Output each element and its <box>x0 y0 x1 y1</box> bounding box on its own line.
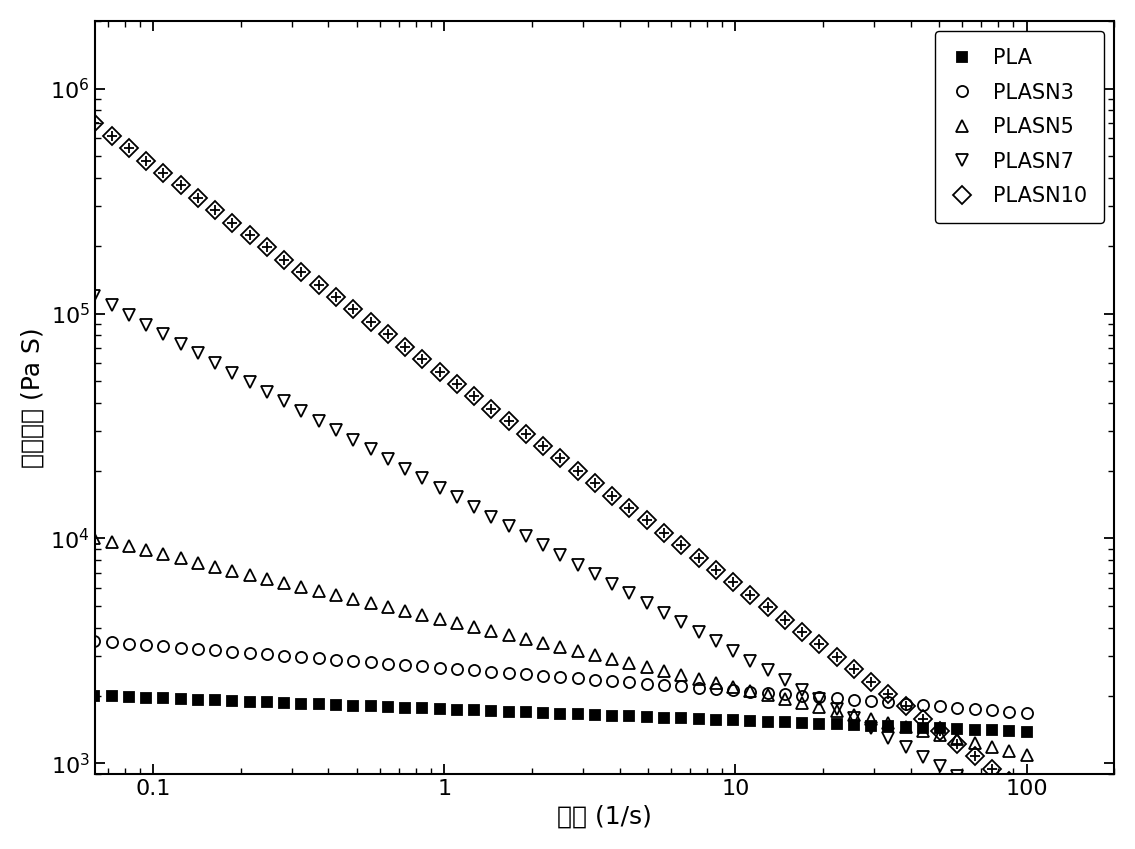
PLASN3 <box>1019 708 1033 718</box>
PLASN5 <box>260 573 274 583</box>
PLASN3 <box>432 662 446 672</box>
PLASN10 <box>87 118 101 128</box>
PLASN7 <box>916 751 930 762</box>
Line: PLASN3: PLASN3 <box>89 636 1032 718</box>
PLASN3 <box>312 654 326 664</box>
PLASN7 <box>1002 800 1016 810</box>
PLASN5 <box>312 586 326 596</box>
PLASN3 <box>1002 706 1016 717</box>
Line: PLA: PLA <box>90 691 1032 737</box>
PLASN3 <box>260 649 274 660</box>
PLA <box>432 704 446 714</box>
Line: PLASN10: PLASN10 <box>89 117 1033 800</box>
PLASN10 <box>916 714 930 724</box>
PLA <box>1002 726 1016 736</box>
PLASN10 <box>260 242 274 252</box>
PLASN7 <box>312 415 326 425</box>
PLASN7 <box>432 483 446 493</box>
PLASN7 <box>260 386 274 396</box>
X-axis label: 频率 (1/s): 频率 (1/s) <box>557 804 651 828</box>
PLASN7 <box>191 348 204 358</box>
PLASN10 <box>191 193 204 203</box>
PLA <box>312 700 326 710</box>
PLASN5 <box>432 614 446 624</box>
PLASN3 <box>87 636 101 646</box>
PLASN7 <box>1019 809 1033 819</box>
PLASN10 <box>432 367 446 377</box>
PLASN10 <box>1002 776 1016 786</box>
PLASN5 <box>1019 750 1033 760</box>
PLASN5 <box>87 533 101 543</box>
PLASN5 <box>916 726 930 736</box>
Line: PLASN5: PLASN5 <box>89 533 1032 760</box>
PLASN3 <box>191 644 204 655</box>
PLA <box>1019 727 1033 737</box>
PLASN3 <box>916 700 930 710</box>
PLASN5 <box>1002 745 1016 756</box>
Legend: PLA, PLASN3, PLASN5, PLASN7, PLASN10: PLA, PLASN3, PLASN5, PLASN7, PLASN10 <box>934 31 1103 223</box>
Y-axis label: 复合黏度 (Pa S): 复合黏度 (Pa S) <box>20 327 45 468</box>
Line: PLASN7: PLASN7 <box>89 290 1032 820</box>
PLASN10 <box>1019 788 1033 798</box>
PLASN5 <box>191 558 204 568</box>
PLA <box>916 722 930 733</box>
PLA <box>191 694 204 705</box>
PLA <box>87 690 101 700</box>
PLA <box>260 697 274 707</box>
PLASN10 <box>312 279 326 290</box>
PLASN7 <box>87 290 101 301</box>
